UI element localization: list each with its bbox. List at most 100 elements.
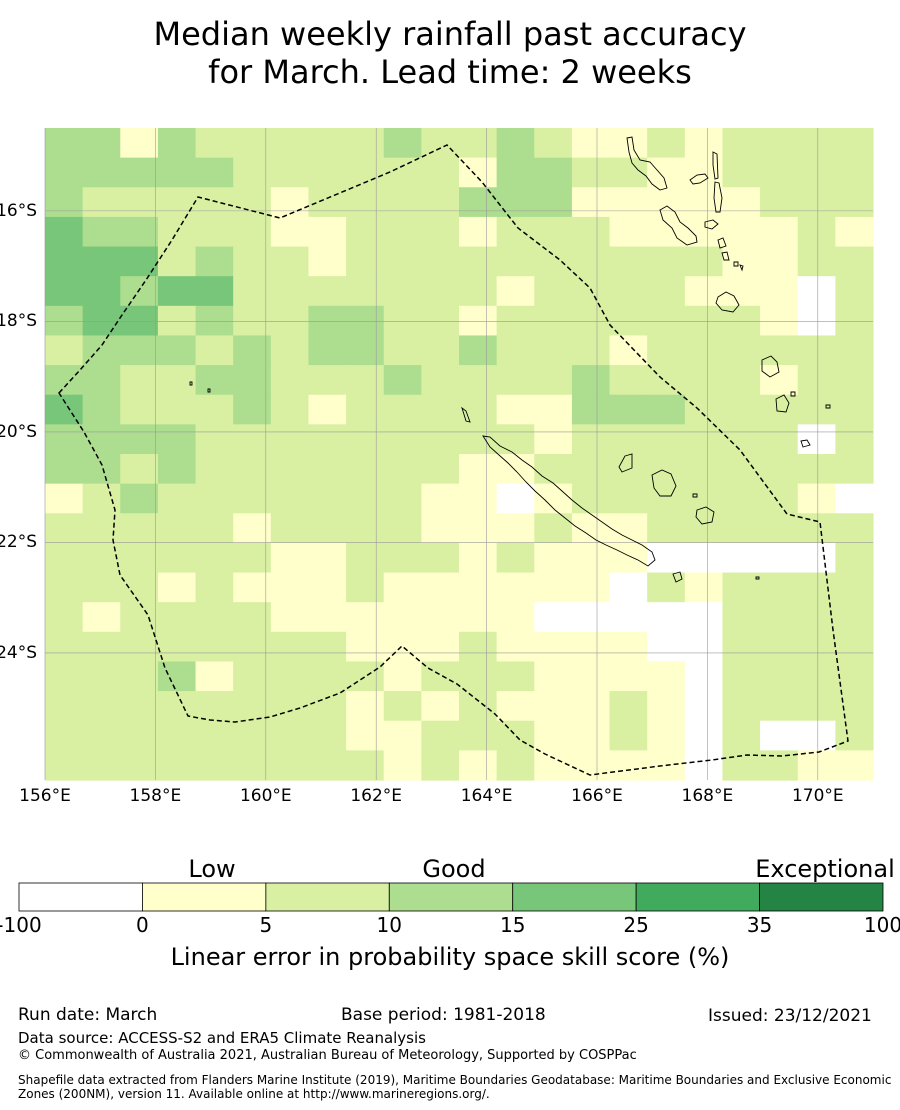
grid-cell [722, 691, 761, 722]
grid-cell [609, 483, 648, 514]
grid-cell [571, 513, 611, 544]
grid-cell [157, 513, 197, 544]
grid-cell [346, 276, 385, 307]
grid-cell [233, 365, 272, 396]
grid-cell [421, 394, 460, 425]
grid-cell [609, 750, 648, 781]
grid-cell [195, 602, 234, 633]
run-date: Run date: March [18, 1005, 158, 1025]
issued-date: Issued: 23/12/2021 [708, 1006, 872, 1026]
grid-cell [459, 513, 498, 544]
grid-cell [647, 602, 686, 633]
grid-cell [421, 661, 460, 692]
grid-cell [496, 187, 535, 218]
grid-cell [760, 572, 799, 603]
grid-cell [270, 246, 310, 277]
grid-cell [496, 631, 535, 663]
grid-cell [835, 513, 874, 544]
island-tanna [775, 394, 790, 413]
grid-cell [195, 365, 234, 396]
grid-cell [270, 542, 310, 574]
grid-cell [684, 187, 724, 218]
grid-cell [308, 157, 347, 188]
grid-cell [270, 335, 310, 366]
grid-cell [195, 513, 234, 544]
islet-6 [189, 381, 193, 386]
grid-cell [270, 572, 310, 603]
grid-cell [383, 661, 422, 692]
grid-cell [270, 602, 310, 633]
grid-cell [270, 720, 310, 751]
grid-cell [571, 157, 611, 188]
island-ambae [689, 173, 709, 185]
map-title-line-2: for March. Lead time: 2 weeks [208, 53, 692, 91]
grid-cell [195, 572, 234, 603]
grid-cell [684, 365, 724, 396]
grid-cell [195, 305, 234, 337]
island-mare [695, 506, 715, 525]
grid-cell [270, 394, 310, 425]
grid-cell [383, 394, 422, 425]
grid-cell [760, 335, 799, 366]
grid-cell [346, 394, 385, 425]
grid-cell [609, 335, 648, 366]
grid-cell [496, 542, 535, 574]
grid-cell [45, 335, 84, 366]
grid-cell [120, 187, 159, 218]
grid-cell [120, 661, 159, 692]
grid-cell [45, 572, 84, 603]
grid-cell [270, 187, 310, 218]
grid-cell [233, 513, 272, 544]
grid-cell [571, 602, 611, 633]
skill-score-map [44, 128, 874, 781]
grid-cell [270, 216, 310, 248]
latitude-tick-label: 16°S [0, 200, 37, 221]
grid-cell [459, 365, 498, 396]
grid-cell [82, 246, 121, 277]
grid-cell [835, 157, 874, 188]
grid-cell [835, 691, 874, 722]
grid-cell [45, 276, 84, 307]
grid-cell [233, 572, 272, 603]
grid-cell [195, 483, 234, 514]
grid-cell [45, 513, 84, 544]
longitude-tick-label: 156°E [19, 786, 71, 806]
island-grande-terre [482, 435, 656, 567]
grid-cell [45, 454, 84, 485]
longitude-tick-label: 158°E [129, 786, 182, 806]
grid-cell [45, 750, 84, 781]
grid-cell [346, 720, 385, 751]
grid-cell [120, 216, 159, 248]
colorbar-swatch [265, 882, 390, 912]
colorbar-tick-label: 25 [623, 913, 649, 937]
grid-cell [760, 454, 799, 485]
grid-cell [835, 424, 874, 455]
grid-cell [346, 661, 385, 692]
longitude-tick-label: 160°E [239, 786, 292, 806]
grid-cell [82, 602, 121, 633]
grid-cell [459, 424, 498, 455]
grid-cell [45, 187, 84, 218]
skill-score-grid [45, 128, 874, 781]
grid-cell [120, 246, 159, 277]
grid-cell [684, 394, 724, 425]
grid-cell [684, 424, 724, 455]
grid-cell [45, 157, 84, 188]
grid-cell [308, 691, 347, 722]
grid-cell [496, 335, 535, 366]
grid-cell [233, 187, 272, 218]
grid-cell [571, 572, 611, 603]
grid-cell [459, 631, 498, 663]
grid-cell [647, 483, 686, 514]
grid-cell [346, 246, 385, 277]
grid-cell [835, 394, 874, 425]
grid-cell [647, 335, 686, 366]
grid-cell [647, 720, 686, 751]
grid-cell [383, 454, 422, 485]
grid-cell [346, 750, 385, 781]
grid-cell [270, 128, 310, 159]
grid-cell [421, 542, 460, 574]
grid-cell [195, 187, 234, 218]
grid-cell [421, 454, 460, 485]
longitude-tick-label: 168°E [681, 786, 734, 806]
